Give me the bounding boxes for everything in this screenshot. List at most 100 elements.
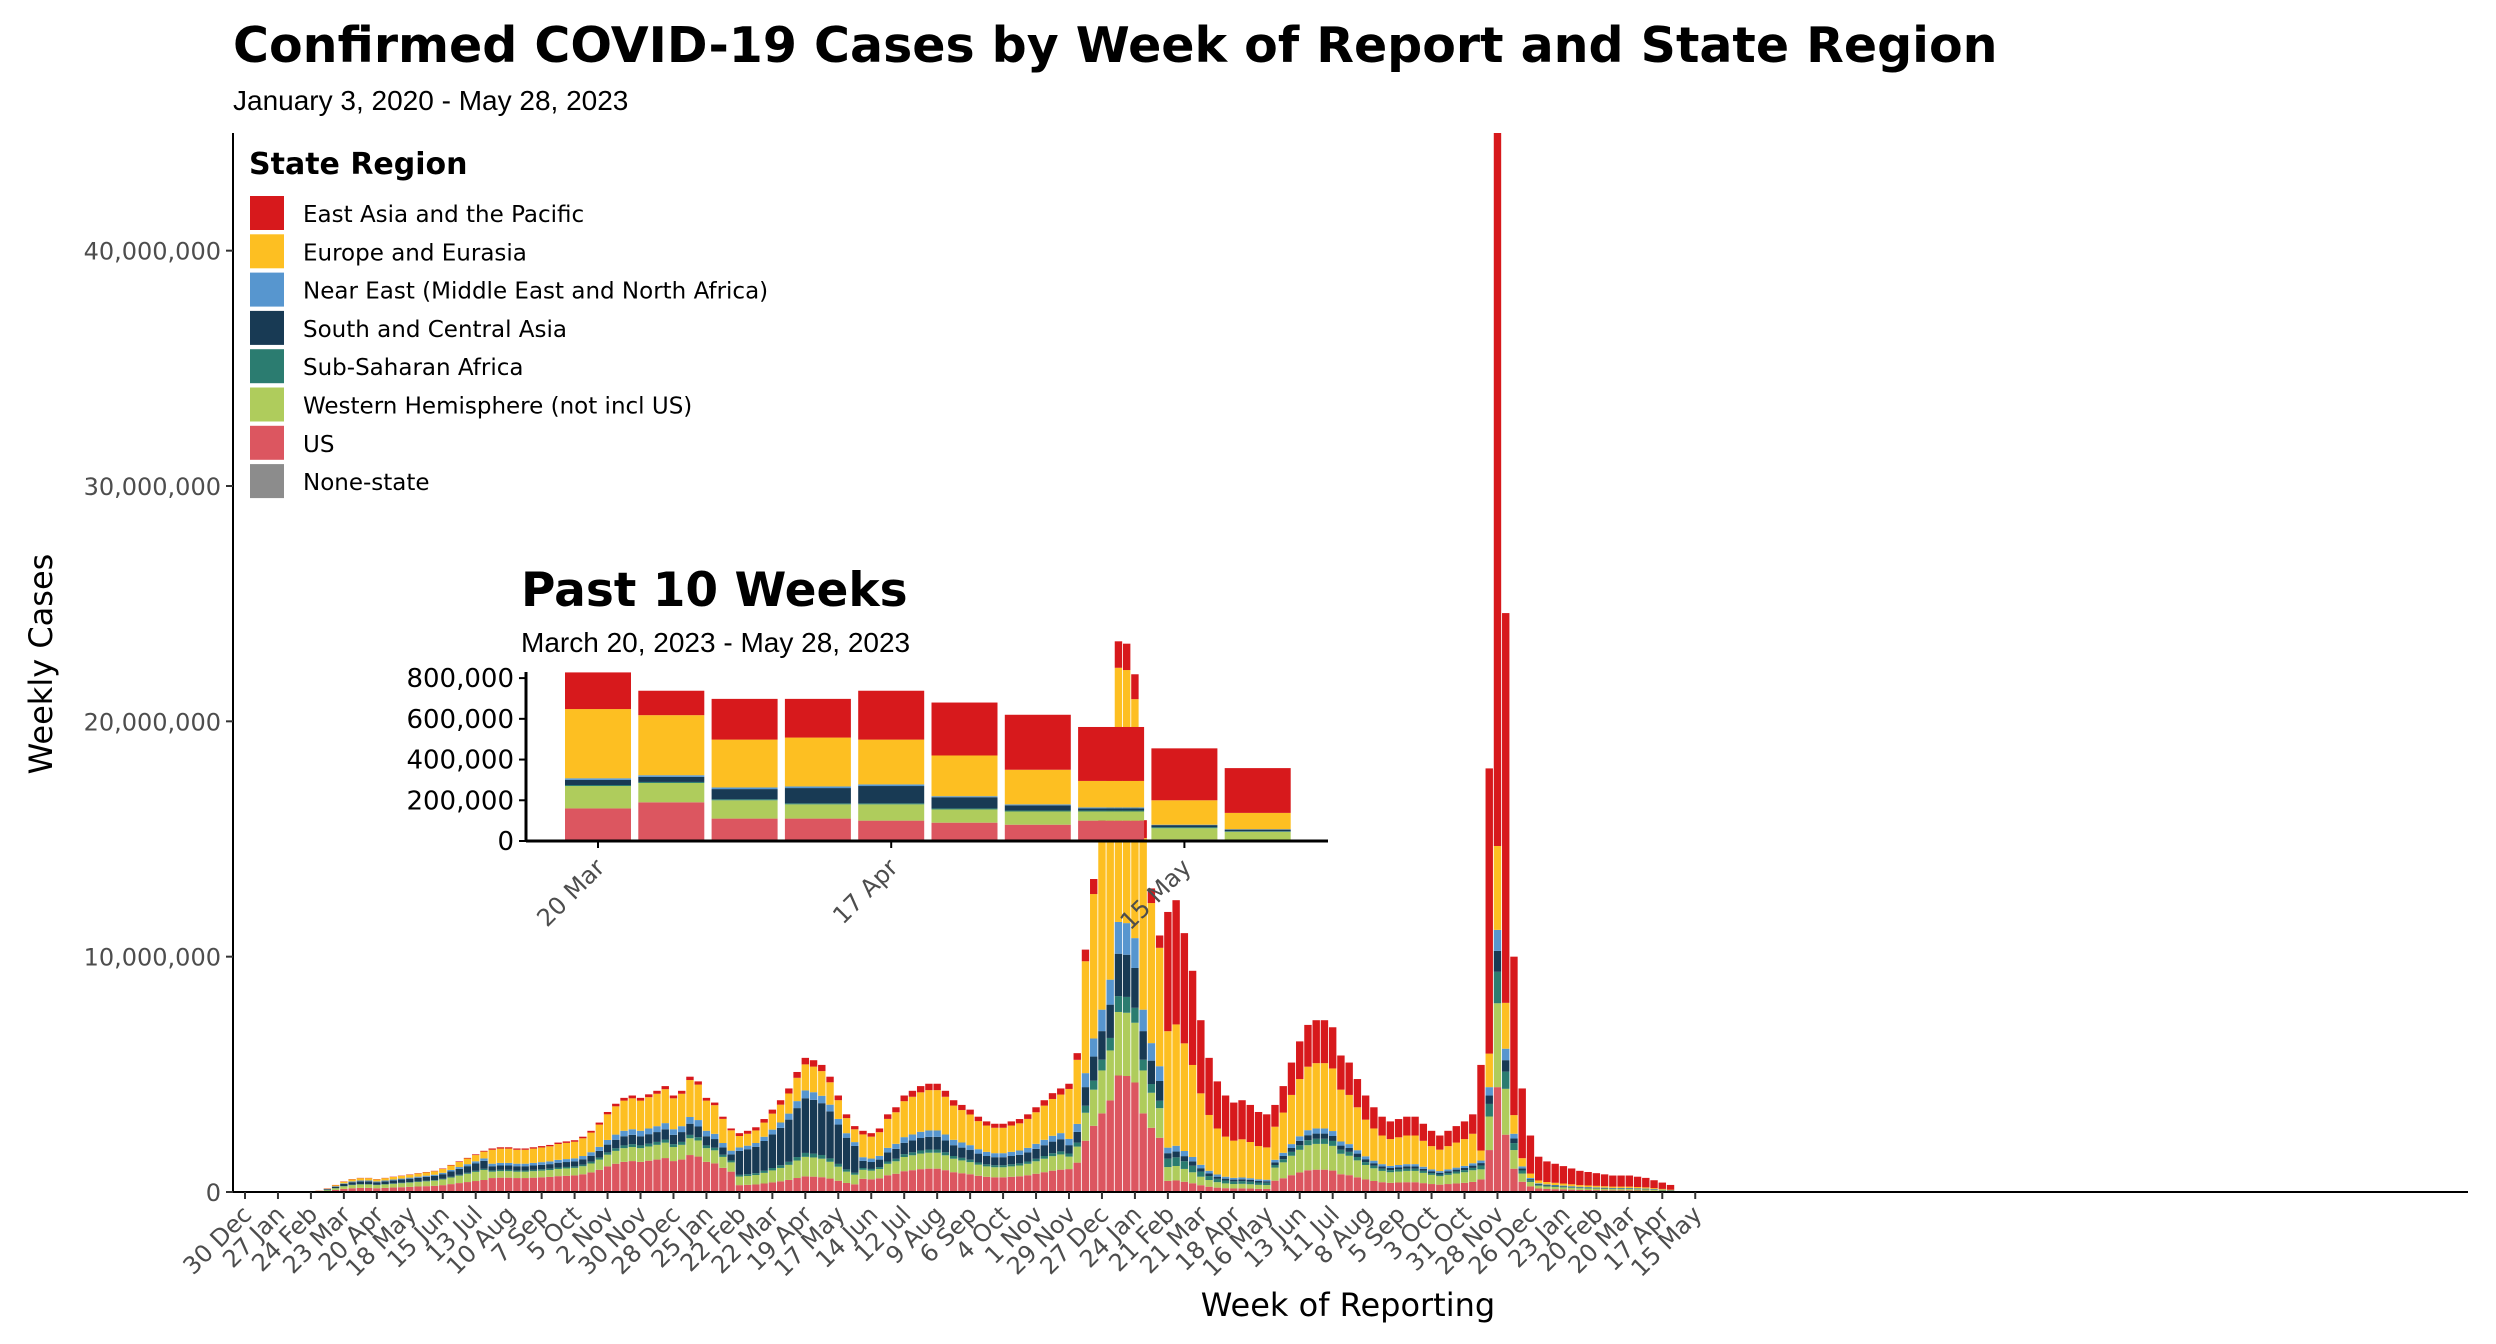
- bar-segment: [504, 1148, 513, 1163]
- bar-segment: [406, 1186, 414, 1192]
- inset-bar-segment: [931, 796, 998, 798]
- bar-segment: [323, 1190, 332, 1191]
- bar-segment: [1493, 1003, 1502, 1088]
- inset-bar-segment: [1151, 800, 1218, 825]
- bar-segment: [884, 1152, 892, 1162]
- bar-segment: [620, 1136, 628, 1146]
- bar-segment: [1032, 1112, 1040, 1144]
- bar-segment: [686, 1123, 694, 1135]
- bar-segment: [941, 1090, 950, 1097]
- bar-segment: [1304, 1135, 1312, 1141]
- bar-segment: [1609, 1175, 1617, 1187]
- bar-segment: [1114, 1075, 1123, 1192]
- bar-segment: [1296, 1136, 1304, 1141]
- bar-segment: [908, 1140, 917, 1153]
- bar-segment: [1172, 1024, 1180, 1146]
- bar-segment: [430, 1175, 439, 1181]
- bar-segment: [1436, 1176, 1444, 1185]
- bar-segment: [727, 1130, 735, 1151]
- bar-segment: [842, 1133, 851, 1138]
- bar-segment: [991, 1165, 999, 1168]
- inset-bar-segment: [858, 803, 925, 805]
- bar-segment: [1658, 1190, 1666, 1192]
- bar-segment: [1469, 1167, 1477, 1171]
- bar-segment: [373, 1182, 381, 1185]
- bar-segment: [727, 1150, 735, 1155]
- bar-segment: [933, 1149, 941, 1153]
- bar-segment: [1510, 956, 1518, 1116]
- weekly-bar: [793, 1071, 801, 1192]
- bar-segment: [1048, 1156, 1057, 1171]
- bar-segment: [842, 1118, 851, 1134]
- bar-segment: [949, 1105, 958, 1140]
- bar-segment: [612, 1150, 620, 1164]
- bar-segment: [842, 1137, 851, 1170]
- weekly-bar: [686, 1076, 694, 1192]
- bar-segment: [430, 1185, 439, 1192]
- bar-segment: [570, 1175, 579, 1192]
- bar-segment: [537, 1170, 546, 1178]
- bar-segment: [1534, 1156, 1543, 1181]
- bar-segment: [719, 1116, 727, 1119]
- bar-segment: [1427, 1146, 1436, 1170]
- bar-segment: [1386, 1167, 1395, 1171]
- bar-segment: [1230, 1177, 1238, 1180]
- bar-segment: [1386, 1170, 1395, 1173]
- bar-segment: [1312, 1063, 1320, 1129]
- bar-segment: [1559, 1189, 1568, 1192]
- bar-segment: [521, 1163, 529, 1167]
- bar-segment: [348, 1182, 356, 1185]
- bar-segment: [908, 1134, 917, 1141]
- main-bars: [315, 133, 1675, 1192]
- bar-segment: [1263, 1114, 1271, 1148]
- bar-segment: [414, 1173, 422, 1177]
- bar-segment: [1271, 1126, 1279, 1160]
- bar-segment: [364, 1187, 373, 1192]
- y-tick-label: 30,000,000: [84, 473, 221, 501]
- bar-segment: [1551, 1186, 1559, 1187]
- bar-segment: [694, 1140, 702, 1157]
- bar-segment: [356, 1178, 365, 1181]
- bar-segment: [488, 1171, 496, 1179]
- weekly-bar: [908, 1090, 917, 1192]
- bar-segment: [710, 1147, 719, 1151]
- bar-segment: [1106, 979, 1114, 1005]
- bar-segment: [925, 1083, 933, 1091]
- bar-segment: [1221, 1178, 1230, 1181]
- bar-segment: [406, 1174, 414, 1178]
- inset-bar-segment: [638, 776, 705, 782]
- bar-segment: [851, 1145, 859, 1173]
- bar-segment: [1444, 1174, 1452, 1185]
- bar-segment: [941, 1140, 950, 1153]
- bar-segment: [719, 1147, 727, 1155]
- bar-segment: [612, 1148, 620, 1151]
- bar-segment: [1361, 1095, 1370, 1120]
- bar-segment: [636, 1136, 645, 1146]
- bar-segment: [595, 1169, 604, 1192]
- bar-segment: [785, 1093, 793, 1114]
- bar-segment: [1073, 1162, 1081, 1192]
- bar-segment: [1131, 967, 1139, 1008]
- bar-segment: [1518, 1088, 1526, 1159]
- bar-segment: [1065, 1169, 1073, 1192]
- bar-segment: [1106, 779, 1114, 980]
- bar-segment: [1411, 1182, 1419, 1192]
- bar-segment: [1576, 1187, 1584, 1189]
- bar-segment: [1320, 1063, 1329, 1129]
- bar-segment: [785, 1113, 793, 1120]
- bar-segment: [892, 1112, 900, 1144]
- bar-segment: [958, 1147, 966, 1158]
- weekly-bar: [834, 1095, 842, 1192]
- inset-weekly-bar: [1078, 726, 1145, 841]
- weekly-bar: [1279, 1086, 1287, 1192]
- inset-bar-segment: [1078, 820, 1145, 841]
- bar-segment: [966, 1162, 974, 1175]
- bar-segment: [1452, 1142, 1460, 1168]
- weekly-bar: [397, 1175, 406, 1192]
- inset-bar-segment: [638, 775, 705, 777]
- bar-segment: [1032, 1161, 1040, 1174]
- bar-segment: [1057, 1154, 1065, 1170]
- bar-segment: [603, 1139, 612, 1145]
- bar-segment: [1543, 1188, 1551, 1192]
- weekly-bar: [1592, 1173, 1601, 1192]
